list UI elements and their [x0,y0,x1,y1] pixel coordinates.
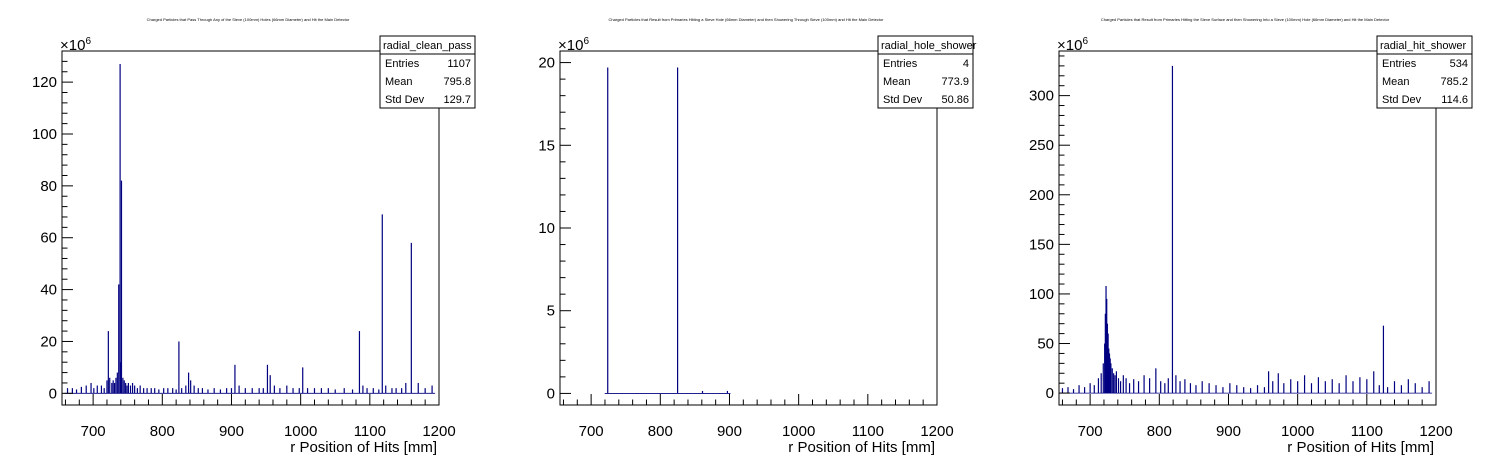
x-axis-title: r Position of Hits [mm] [788,439,935,456]
x-tick-label: 700 [81,423,106,440]
x-tick-label: 1200 [422,423,455,440]
chart-title: Charged Particles that Result from Prima… [1101,17,1390,22]
x-tick-label: 1200 [1419,423,1452,440]
x-axis: 700 800 900 1000 1100 1200 [64,394,456,440]
x-tick-label: 800 [1147,423,1172,440]
y-tick-label: 300 [1029,88,1054,105]
y-tick-label: 80 [40,178,57,195]
x-tick-label: 900 [219,423,244,440]
x-tick-label: 800 [648,423,673,440]
stats-box: radial_hit_shower Entries 534 Mean 785.2… [1376,35,1473,109]
bars-group [604,67,731,394]
y-tick-label: 20 [40,333,57,350]
x-tick-label: 900 [1216,423,1241,440]
stats-mean-value: 785.2 [1440,76,1468,88]
stats-stddev-label: Std Dev [385,94,425,106]
x-tick-label: 700 [579,423,604,440]
x-tick-label: 1000 [284,423,317,440]
chart-title: Charged Particles that Pass Through Any … [147,17,350,22]
x-tick-label: 1000 [1281,423,1314,440]
x-axis: 700 800 900 1000 1100 1200 [562,394,954,440]
y-tick-label: 200 [1029,187,1054,204]
y-tick-label: 250 [1029,137,1054,154]
stats-entries-label: Entries [385,58,420,70]
x-tick-label: 1100 [1351,423,1383,440]
stats-mean-value: 795.8 [443,76,471,88]
y-exponent-label: ×106 [60,36,91,54]
y-tick-label: 150 [1029,236,1054,253]
y-exponent-label: ×106 [1057,36,1088,54]
x-tick-label: 1000 [782,423,815,440]
x-tick-label: 1100 [354,423,386,440]
chart-title: Charged Particles that Result from Prima… [609,17,885,22]
x-tick-label: 700 [1078,423,1103,440]
panel-radial-hit-shower: Charged Particles that Result from Prima… [1029,17,1473,456]
panel-radial-clean-pass: Charged Particles that Pass Through Any … [32,17,476,456]
stats-mean-label: Mean [1382,76,1410,88]
stats-stddev-label: Std Dev [1382,94,1422,106]
y-tick-label: 40 [40,282,57,299]
plot-frame [61,50,440,406]
y-tick-label: 15 [538,137,555,154]
bars-group [1059,65,1433,394]
y-tick-label: 50 [1037,336,1054,353]
stats-entries-value: 534 [1450,58,1468,70]
y-tick-label: 0 [1046,385,1054,402]
stats-mean-label: Mean [385,76,413,88]
y-tick-label: 100 [32,126,57,143]
y-axis: 0 20 40 60 80 100 120 [32,50,73,402]
x-axis-title: r Position of Hits [mm] [1287,439,1434,456]
x-tick-label: 1200 [920,423,953,440]
stats-mean-value: 773.9 [941,76,969,88]
stats-stddev-value: 114.6 [1441,94,1468,106]
stats-entries-value: 1107 [447,58,471,70]
y-axis: 0 5 10 15 20 [538,55,571,402]
stats-stddev-value: 50.86 [941,94,969,106]
bars-group [64,63,436,394]
x-axis-title: r Position of Hits [mm] [290,439,437,456]
stats-entries-value: 4 [963,58,969,70]
stats-entries-label: Entries [1382,58,1417,70]
stats-mean-label: Mean [883,76,911,88]
x-tick-label: 1100 [852,423,884,440]
stats-entries-label: Entries [883,58,918,70]
y-tick-label: 60 [40,230,57,247]
stats-title: radial_hole_shower [881,40,977,52]
panel-radial-hole-shower: Charged Particles that Result from Prima… [538,17,976,456]
y-tick-label: 20 [538,55,555,72]
stats-box: radial_clean_pass Entries 1107 Mean 795.… [379,35,476,109]
y-tick-label: 100 [1029,286,1054,303]
y-exponent-label: ×106 [558,36,589,54]
stats-title: radial_clean_pass [383,40,472,52]
y-tick-label: 120 [32,74,57,91]
stats-stddev-label: Std Dev [883,94,923,106]
x-axis: 700 800 900 1000 1100 1200 [1061,394,1453,440]
plot-frame [1058,50,1437,406]
stats-stddev-value: 129.7 [443,94,471,106]
x-tick-label: 900 [717,423,742,440]
y-tick-label: 0 [49,385,57,402]
x-tick-label: 800 [150,423,175,440]
y-tick-label: 10 [538,220,555,237]
y-axis: 0 50 100 150 200 250 300 [1029,55,1070,402]
stats-box: radial_hole_shower Entries 4 Mean 773.9 … [877,35,977,109]
y-tick-label: 0 [547,385,555,402]
y-tick-label: 5 [547,303,555,320]
stats-title: radial_hit_shower [1380,40,1467,52]
